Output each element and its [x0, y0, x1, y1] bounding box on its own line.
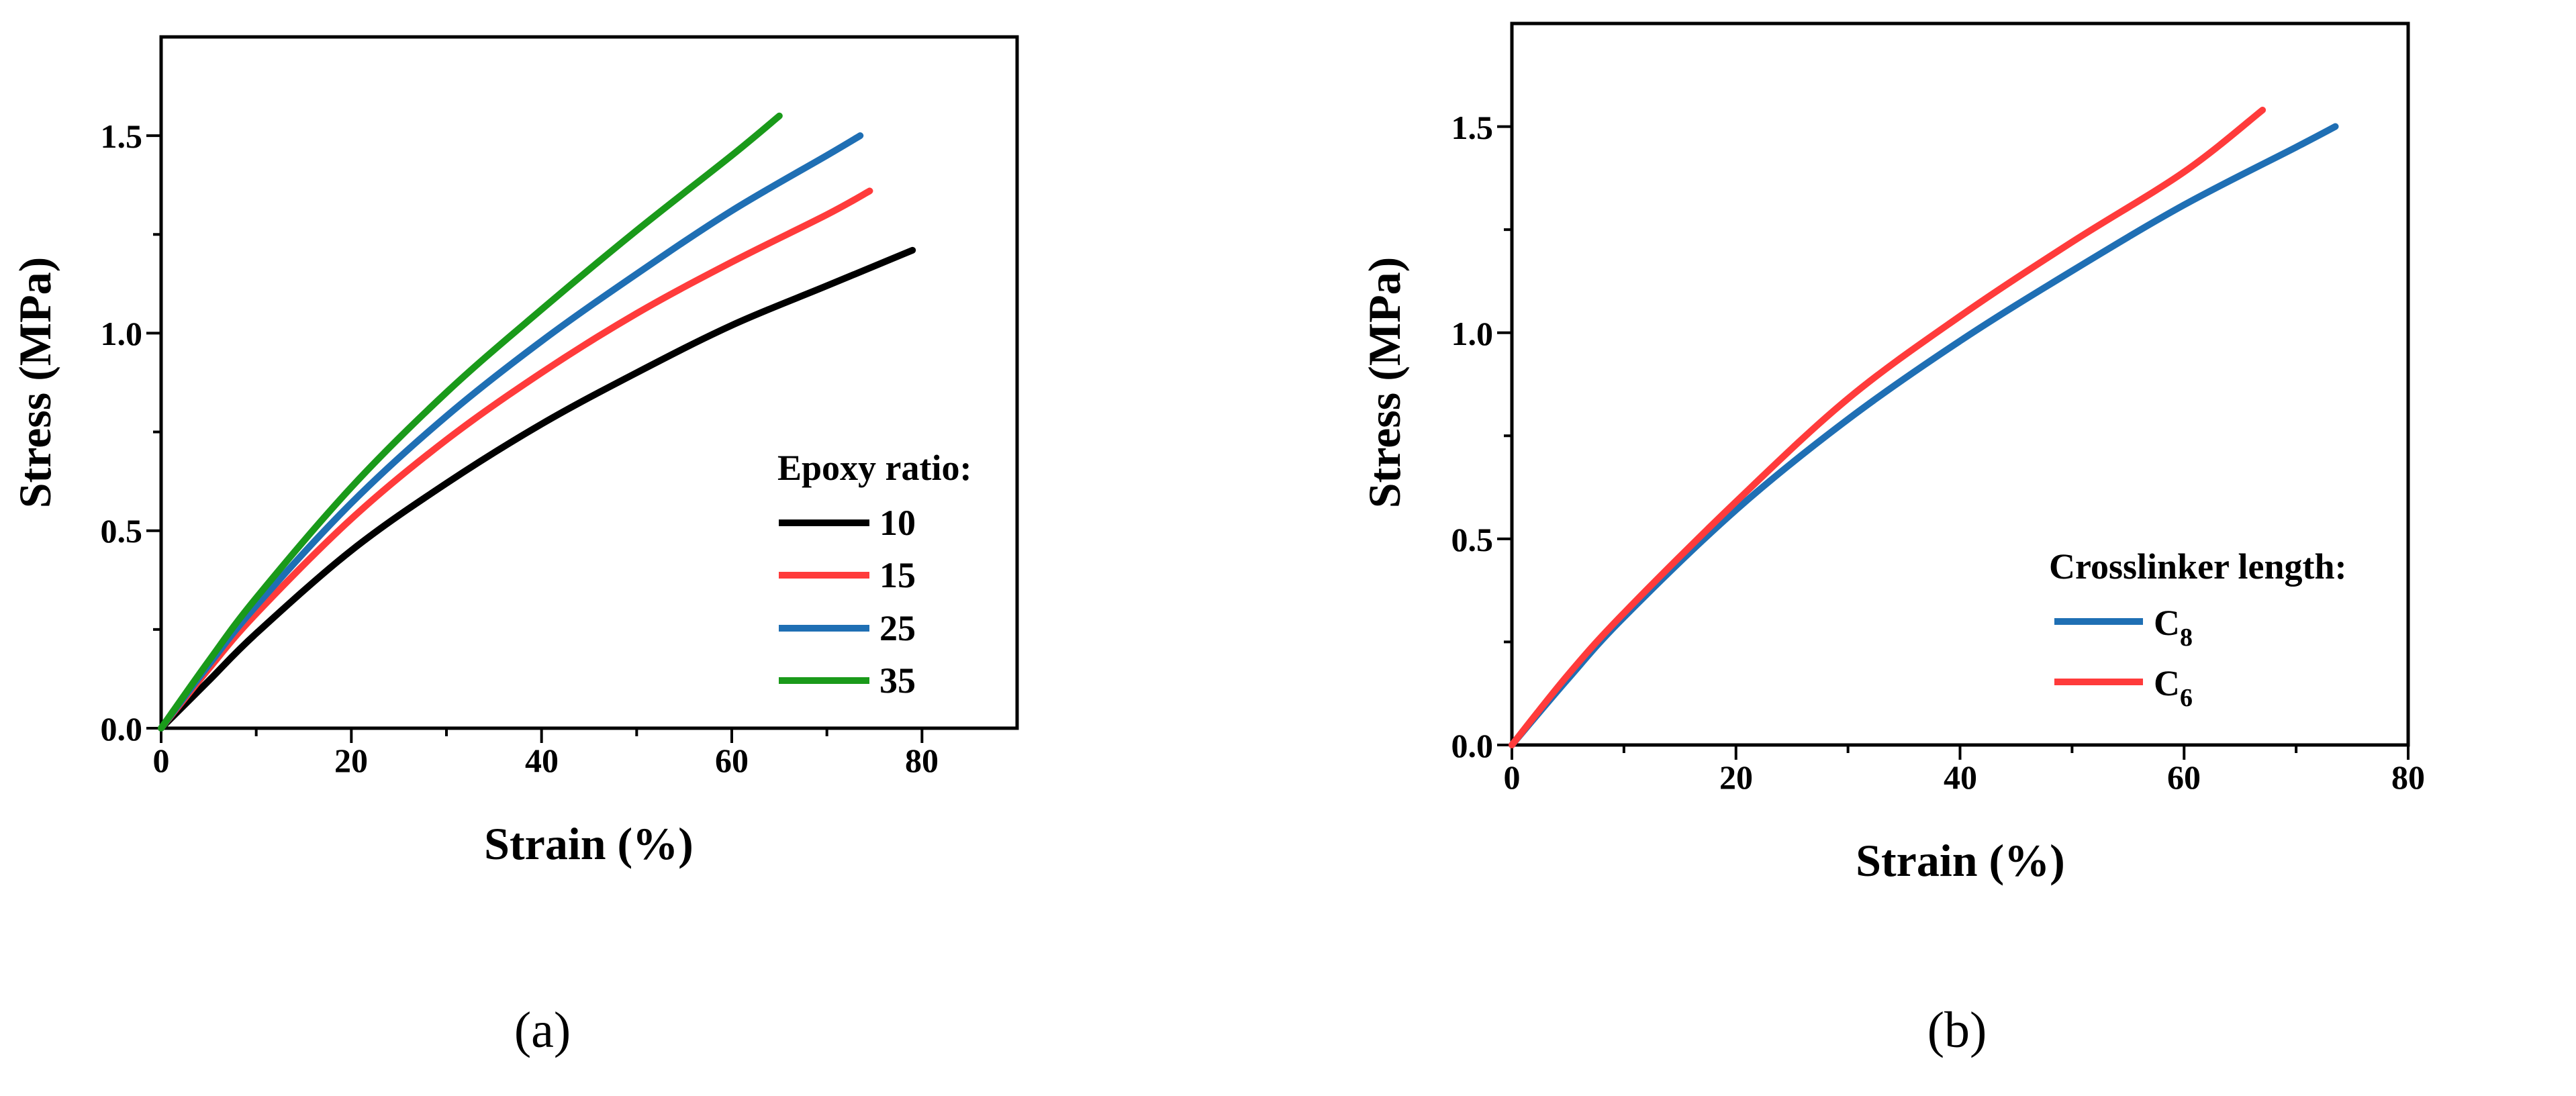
- y-tick-label: 0.5: [1451, 521, 1494, 558]
- x-axis-title: Strain (%): [1856, 835, 2065, 886]
- legend-label-10: 10: [879, 503, 916, 543]
- legend-label-subscript: 6: [2180, 684, 2193, 712]
- chart-panel-b: 0.0 0.5 1.0 1.5 0 20 40 60 80 Strain (%)…: [1359, 21, 2425, 1058]
- y-tick-label: 1.5: [1451, 109, 1494, 146]
- legend-label-main: C: [2154, 663, 2180, 703]
- y-axis-title: Stress (MPa): [1359, 257, 1410, 509]
- legend-label-main: C: [2154, 603, 2180, 643]
- y-axis-title: Stress (MPa): [9, 257, 60, 509]
- legend-title: Crosslinker length:: [2049, 546, 2347, 587]
- y-tick-label: 1.5: [101, 117, 143, 155]
- x-tick-label: 60: [2167, 758, 2201, 796]
- legend-b: Crosslinker length: C8 C6: [2049, 546, 2347, 712]
- series-line-10: [158, 246, 916, 732]
- series-lines-b: [1509, 107, 2339, 748]
- x-axis-title: Strain (%): [484, 818, 694, 869]
- x-tick-label: 80: [2391, 758, 2425, 796]
- y-tick-label: 1.0: [1451, 315, 1494, 352]
- x-tick-label: 80: [905, 742, 939, 779]
- series-line-c8: [1509, 123, 2339, 748]
- panel-label-a: (a): [514, 1002, 571, 1058]
- legend-label-c8: C8: [2154, 603, 2193, 652]
- y-tick-label: 1.0: [101, 315, 143, 352]
- legend-label-35: 35: [879, 660, 916, 701]
- x-tick-label: 60: [715, 742, 749, 779]
- x-tick-label: 20: [334, 742, 368, 779]
- series-line-25: [158, 132, 864, 732]
- x-tick-label: 40: [525, 742, 559, 779]
- legend-title: Epoxy ratio:: [777, 448, 972, 488]
- y-tick-label: 0.0: [1451, 727, 1494, 764]
- y-tick-label: 0.0: [101, 710, 143, 748]
- tick-marks-a: [146, 134, 924, 743]
- tick-marks-b: [1497, 125, 2410, 760]
- x-tick-label: 40: [1944, 758, 1977, 796]
- legend-label-c6: C6: [2154, 663, 2193, 712]
- plot-frame-b: [1510, 21, 2410, 747]
- x-tick-label: 0: [153, 742, 170, 779]
- x-tick-label: 0: [1504, 758, 1521, 796]
- legend-label-15: 15: [879, 555, 916, 595]
- plot-frame-a: [159, 35, 1019, 730]
- x-tick-label: 20: [1719, 758, 1753, 796]
- panel-label-b: (b): [1927, 1002, 1987, 1058]
- series-line-15: [158, 187, 873, 732]
- legend-a: Epoxy ratio: 10 15 25 35: [777, 448, 972, 701]
- series-lines-a: [158, 112, 916, 732]
- series-line-35: [158, 112, 783, 732]
- legend-label-25: 25: [879, 608, 916, 648]
- y-tick-label: 0.5: [101, 512, 143, 550]
- legend-label-subscript: 8: [2180, 624, 2193, 652]
- chart-panel-a: 0.0 0.5 1.0 1.5 0 20 40 60 80 Strain (%)…: [9, 35, 1019, 1058]
- series-line-c6: [1509, 107, 2267, 748]
